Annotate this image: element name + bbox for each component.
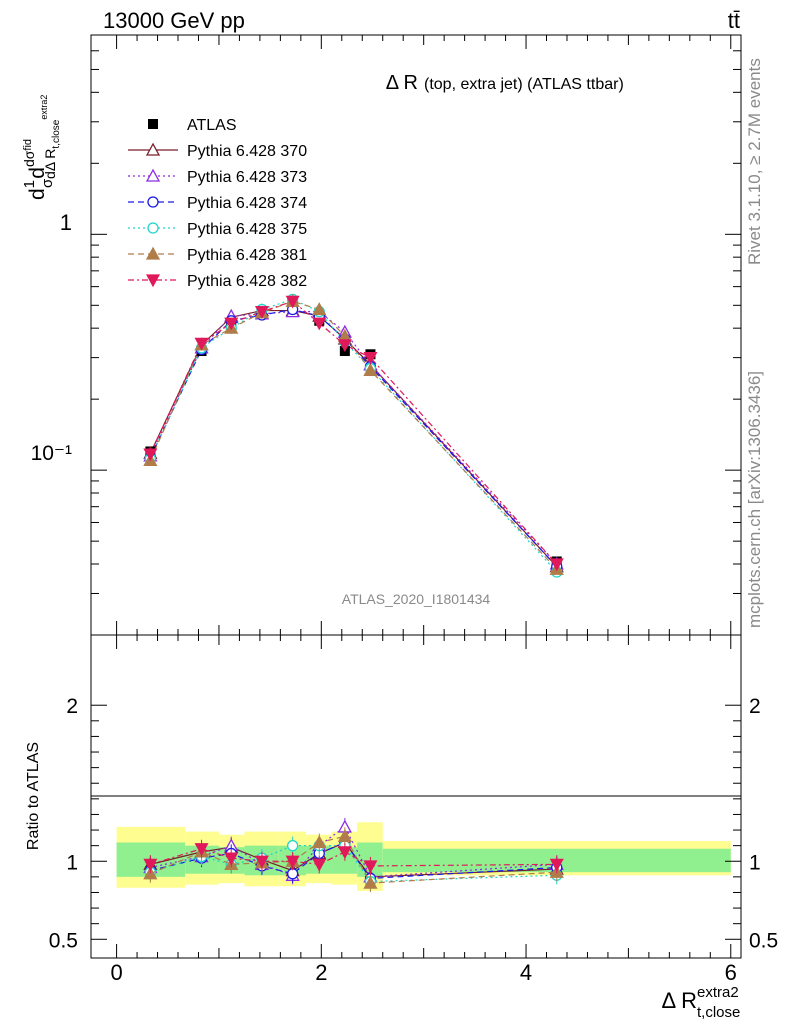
ratio-series-line: [150, 841, 557, 880]
legend-label: Pythia 6.428 381: [187, 247, 307, 264]
legend-label: Pythia 6.428 374: [187, 195, 307, 212]
legend-label: Pythia 6.428 382: [187, 273, 307, 290]
ratio-ytick-label-left: 1: [66, 851, 78, 874]
ratio-point: [285, 855, 300, 869]
main-ticks: [91, 34, 741, 636]
mcplots-label: mcplots.cern.ch [arXiv:1306.3436]: [745, 371, 764, 628]
xtick-label: 6: [725, 960, 737, 985]
ratio-xlabel: Δ R extra2 t,close: [662, 984, 741, 1021]
data-point-mc: [549, 558, 564, 572]
y-tick-label-1: 1: [60, 210, 72, 235]
ratio-point: [143, 858, 158, 872]
data-point-mc: [143, 448, 158, 462]
ratio-point: [287, 840, 299, 852]
ratio-frame: [90, 634, 742, 959]
data-point-mc: [224, 317, 239, 331]
data-point-mc: [312, 302, 327, 316]
ratio-ytick-label-left: 2: [66, 695, 78, 718]
ratio-ytick-label-left: 0.5: [49, 929, 78, 952]
legend-marker: [145, 274, 161, 288]
legend-marker: [145, 168, 161, 182]
series-line: [149, 300, 558, 565]
ratio-point: [194, 843, 209, 857]
data-point-mc: [194, 337, 209, 351]
legend-marker: [147, 196, 159, 208]
xtick-label: 0: [110, 960, 122, 985]
legend-label: ATLAS: [187, 117, 237, 134]
ratio-panel: 0.5 0.5 1 1 2 2 0 2 4 6 Ratio to ATLAS Δ R extra2…: [25, 634, 778, 1021]
xlabel-main: Δ R: [662, 988, 697, 1013]
legend-label: Pythia 6.428 370: [187, 143, 307, 160]
ratio-point: [254, 855, 269, 869]
legend-marker: [147, 222, 159, 234]
ratio-series-line: [150, 848, 557, 867]
xlabel-sub: t,close: [697, 1004, 740, 1021]
svg-text:d1σddσfiddΔ Rt,closeextra2: d1σddσfiddΔ Rt,closeextra2: [21, 95, 62, 200]
legend-marker: [148, 119, 158, 129]
legend: ATLAS Pythia 6.428 370 Pythia 6.428 373 Pyt…: [128, 117, 307, 290]
data-point-mc: [363, 362, 378, 376]
data-point-mc: [285, 295, 300, 309]
data-point-mc: [254, 306, 269, 319]
xtick-label: 4: [520, 960, 532, 985]
ratio-ticks: 0.5 0.5 1 1 2 2 0 2 4 6: [49, 635, 778, 985]
ratio-series-line: [150, 826, 557, 878]
series-line: [149, 311, 558, 565]
legend-label: Pythia 6.428 373: [187, 169, 307, 186]
ratio-ytick-label-right: 1: [749, 851, 761, 874]
data-point-mc: [363, 352, 378, 365]
ratio-ytick-label-right: 0.5: [749, 929, 778, 952]
header-right: tt̄: [728, 8, 740, 33]
rivet-label: Rivet 3.1.10, ≥ 2.7M events: [745, 58, 764, 265]
watermark: ATLAS_2020_I1801434: [342, 591, 491, 607]
ratio-point: [312, 858, 327, 872]
ratio-point: [224, 852, 239, 866]
legend-marker: [145, 246, 161, 260]
y-tick-label-0.1: 10⁻¹: [31, 442, 72, 465]
xtick-label: 2: [315, 960, 327, 985]
ratio-point: [363, 875, 378, 889]
header-left: 13000 GeV pp: [103, 8, 245, 33]
main-data: [143, 293, 564, 578]
main-panel: Δ R (top, extra jet) (ATLAS ttbar) ATLAS…: [21, 34, 742, 636]
main-subtitle: (top, extra jet) (ATLAS ttbar): [424, 76, 624, 93]
ratio-series-line: [150, 845, 557, 883]
ratio-point: [549, 858, 564, 872]
ratio-ylabel: Ratio to ATLAS: [25, 742, 42, 850]
data-point-mc: [337, 339, 352, 353]
legend-label: Pythia 6.428 375: [187, 221, 307, 238]
series-line: [149, 300, 558, 570]
ratio-point: [312, 835, 327, 849]
ratio-point: [337, 846, 352, 860]
ratio-point: [337, 828, 352, 842]
legend-marker: [145, 142, 161, 156]
main-ylabel: d1σddσfiddΔ Rt,closeextra2: [21, 95, 62, 200]
data-point-mc: [312, 317, 327, 331]
series-line: [149, 309, 558, 568]
ratio-ytick-label-right: 2: [749, 695, 761, 718]
ratio-point: [363, 860, 378, 874]
xlabel-sup: extra2: [697, 984, 739, 1001]
ratio-data: [143, 817, 564, 893]
main-title: Δ R: [386, 72, 418, 94]
ratio-series-line: [150, 835, 557, 884]
